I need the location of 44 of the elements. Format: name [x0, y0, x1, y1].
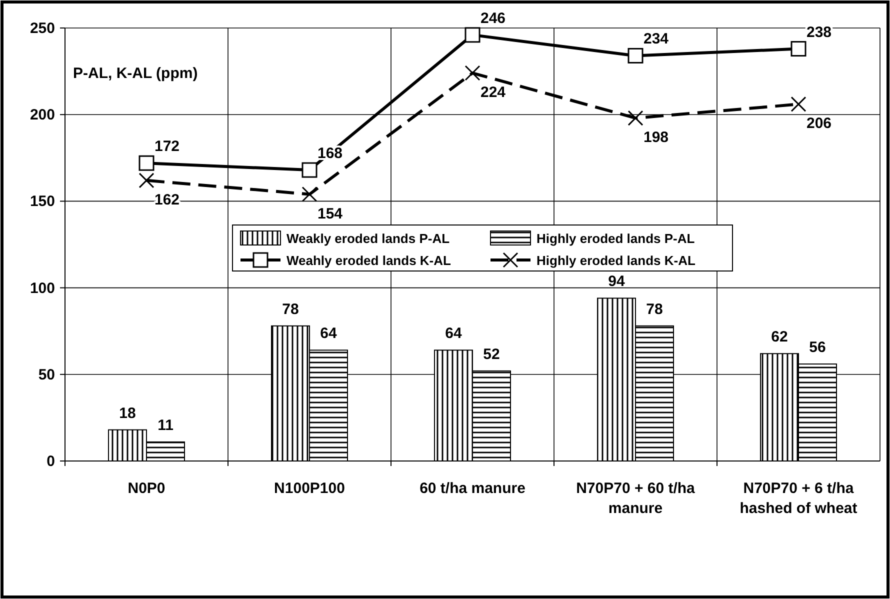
- legend-label: Weahly eroded lands K-AL: [286, 253, 452, 268]
- data-label: 78: [282, 300, 299, 318]
- data-label: 198: [644, 129, 669, 146]
- y-tick-label: 150: [30, 193, 55, 210]
- data-label: 52: [483, 346, 500, 363]
- y-tick-label: 200: [30, 106, 55, 124]
- data-label: 94: [608, 273, 626, 290]
- data-label: 64: [445, 325, 462, 342]
- x-tick-label: 60 t/ha manure: [420, 480, 526, 497]
- data-label: 206: [806, 115, 832, 132]
- y-tick-label: 50: [38, 366, 55, 384]
- data-label: 11: [158, 416, 174, 434]
- point: [138, 155, 154, 171]
- data-label: 62: [771, 328, 788, 346]
- point: [790, 41, 806, 57]
- legend-label: Weakly eroded lands P-AL: [286, 231, 450, 246]
- point: [302, 186, 318, 202]
- point: [138, 172, 154, 188]
- data-label: 238: [806, 24, 832, 41]
- data-label: 154: [318, 205, 344, 222]
- data-label: 64: [320, 325, 338, 342]
- data-label: 56: [809, 339, 826, 356]
- point: [628, 48, 644, 64]
- y-tick-label: 0: [46, 453, 55, 470]
- data-label: 172: [154, 138, 180, 156]
- y-axis-title: P-AL, K-AL (ppm): [73, 65, 198, 82]
- legend-label: Highly eroded lands P-AL: [536, 231, 695, 246]
- data-label: 234: [644, 30, 670, 48]
- data-label: 18: [119, 404, 136, 422]
- point: [302, 162, 318, 178]
- point: [628, 110, 644, 126]
- y-tick-label: 250: [30, 20, 55, 37]
- x-tick-label: N70P70 + 60 t/ha manure: [576, 480, 696, 517]
- x-tick-label: N70P70 + 6 t/ha hashed of wheat: [740, 480, 858, 517]
- data-label: 78: [646, 300, 663, 318]
- point: [464, 65, 480, 81]
- point: [464, 27, 480, 43]
- data-label: 246: [480, 10, 506, 27]
- point: [790, 96, 806, 112]
- y-tick-label: 100: [30, 280, 55, 297]
- x-tick-label: N0P0: [128, 480, 166, 497]
- legend-label: Highly eroded lands K-AL: [536, 253, 696, 268]
- data-label: 224: [480, 84, 506, 102]
- x-tick-label: N100P100: [274, 480, 345, 497]
